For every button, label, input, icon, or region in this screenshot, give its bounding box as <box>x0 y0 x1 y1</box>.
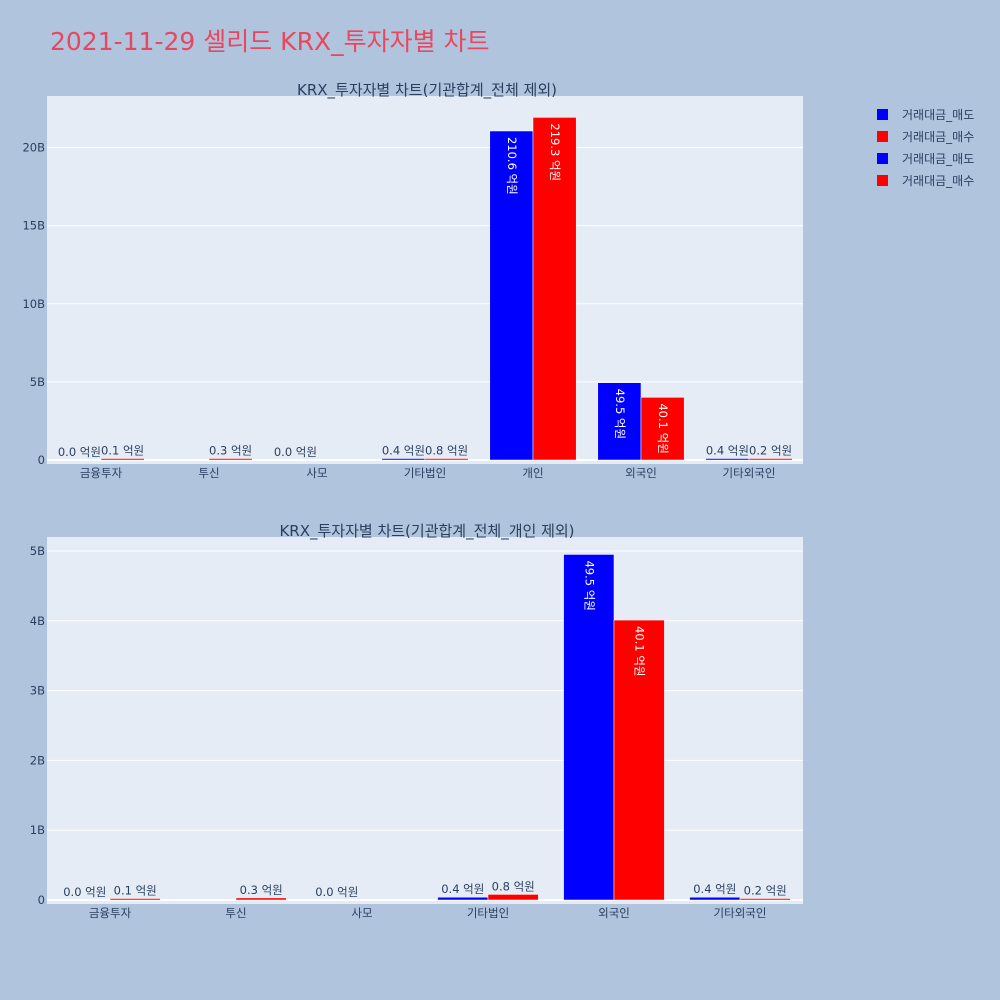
data-label: 49.5 억원 <box>613 389 627 439</box>
data-label: 40.1 억원 <box>633 626 647 676</box>
y-tick-label: 15B <box>22 219 45 233</box>
bar <box>235 897 287 901</box>
data-label: 210.6 억원 <box>505 137 519 195</box>
bar <box>640 397 685 461</box>
x-tick-label: 기타법인 <box>404 466 446 480</box>
legend-label: 거래대금_매도 <box>902 152 974 166</box>
data-label: 0.4 억원 <box>441 882 484 896</box>
y-tick-label: 0 <box>38 453 45 467</box>
y-tick-label: 20B <box>22 141 45 155</box>
data-label: 0.4 억원 <box>693 882 736 896</box>
bar <box>705 458 750 461</box>
bar <box>437 896 489 901</box>
data-label: 0.0 억원 <box>58 445 101 459</box>
data-label: 0.0 억원 <box>315 885 358 899</box>
bar <box>689 896 741 901</box>
x-tick-label: 사모 <box>306 466 327 480</box>
data-label: 0.2 억원 <box>749 444 792 458</box>
data-label: 0.4 억원 <box>382 444 425 458</box>
x-tick-label: 투신 <box>225 906 246 920</box>
data-label: 0.3 억원 <box>240 883 283 897</box>
y-tick-label: 1B <box>30 823 45 837</box>
bar <box>613 619 665 901</box>
bar <box>748 458 793 461</box>
data-label: 0.8 억원 <box>492 879 535 893</box>
legend-swatch <box>877 153 888 164</box>
y-tick-label: 5B <box>30 375 45 389</box>
data-label: 0.2 억원 <box>744 884 787 898</box>
y-tick-label: 2B <box>30 753 45 767</box>
bar <box>532 117 577 461</box>
chart-subtitle: KRX_투자자별 차트(기관합계_전체_개인 제외) <box>279 522 574 541</box>
data-label: 0.1 억원 <box>114 884 157 898</box>
x-tick-label: 기타법인 <box>467 906 509 920</box>
bar <box>100 458 145 461</box>
bar <box>487 894 539 901</box>
data-label: 0.0 억원 <box>63 885 106 899</box>
x-tick-label: 개인 <box>522 466 543 480</box>
data-label: 0.0 억원 <box>274 445 317 459</box>
legend-swatch <box>877 109 888 120</box>
bar <box>208 458 253 461</box>
x-tick-label: 기타외국인 <box>714 906 767 920</box>
y-tick-label: 0 <box>38 893 45 907</box>
x-tick-label: 금융투자 <box>80 466 123 480</box>
data-label: 0.4 억원 <box>706 444 749 458</box>
bar <box>424 458 469 461</box>
chart-panel-bottom: 0 1B 2B 3B 4B 5B KRX_투자자별 차트(기관합계_전체_개인 제외) 금융투… <box>30 522 803 920</box>
legend-label: 거래대금_매수 <box>902 130 974 144</box>
y-tick-label: 4B <box>30 614 45 628</box>
bar <box>739 898 791 901</box>
chart-subtitle: KRX_투자자별 차트(기관합계_전체 제외) <box>297 81 557 100</box>
plot-area <box>47 96 803 464</box>
legend-label: 거래대금_매수 <box>902 174 974 188</box>
chart-panel-top: 0 5B 10B 15B 20B KRX_투자자별 차트(기관합계_전체 제외) 금융투자 0… <box>22 81 803 480</box>
data-label: 0.1 억원 <box>101 444 144 458</box>
x-tick-label: 외국인 <box>598 906 630 920</box>
data-label: 219.3 억원 <box>548 123 562 181</box>
bar <box>489 130 534 461</box>
y-tick-label: 5B <box>30 544 45 558</box>
x-tick-label: 투신 <box>198 466 219 480</box>
data-label: 49.5 억원 <box>582 560 596 610</box>
data-label: 40.1 억원 <box>656 403 670 453</box>
data-label: 0.8 억원 <box>425 444 468 458</box>
bar <box>381 458 426 461</box>
legend-swatch <box>877 175 888 186</box>
x-tick-label: 사모 <box>351 906 372 920</box>
legend-label: 거래대금_매도 <box>902 108 974 122</box>
plot-area <box>47 537 803 904</box>
bar <box>563 554 615 901</box>
bar <box>597 382 642 461</box>
page-title: 2021-11-29 셀리드 KRX_투자자별 차트 <box>50 27 490 56</box>
data-label: 0.3 억원 <box>209 444 252 458</box>
x-tick-label: 금융투자 <box>89 906 132 920</box>
x-tick-label: 외국인 <box>625 466 657 480</box>
bar <box>109 898 161 901</box>
y-tick-label: 3B <box>30 684 45 698</box>
legend-swatch <box>877 131 888 142</box>
x-tick-label: 기타외국인 <box>723 466 776 480</box>
y-tick-label: 10B <box>22 297 45 311</box>
